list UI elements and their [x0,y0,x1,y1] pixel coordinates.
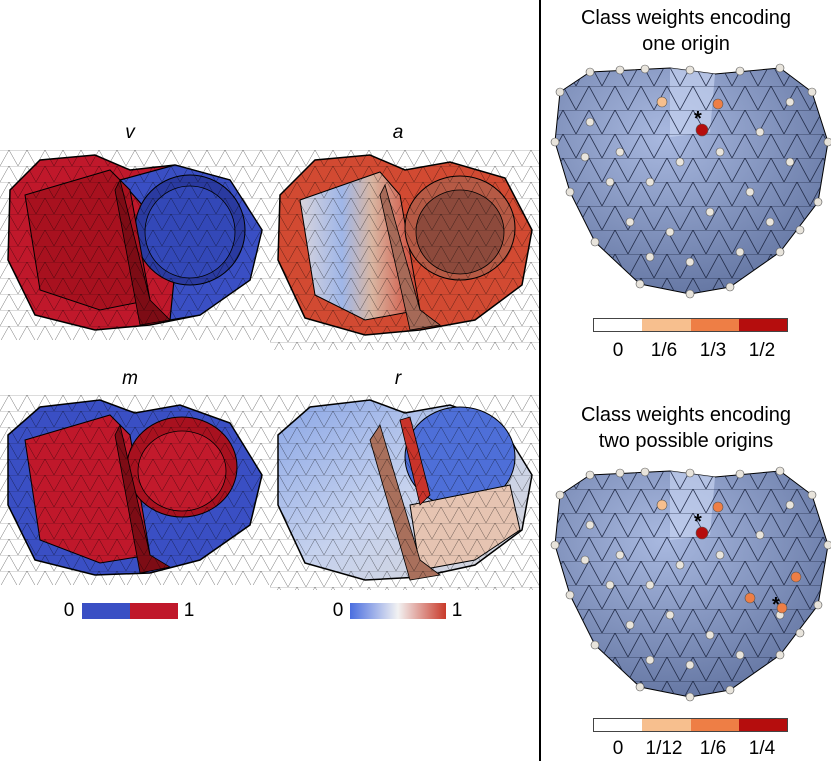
diverging-colorbar [350,603,446,619]
top-title-line1: Class weights encoding [580,7,792,29]
bottom-colorbar-tick-3: 1/4 [748,738,776,759]
binary-colorbar-min-label: 0 [63,600,75,621]
diverging-colorbar-min-label: 0 [332,600,344,621]
bottom-colorbar-tick-2: 1/6 [699,738,727,759]
top-title-line2: one origin [642,33,730,55]
bottom-title-line2: two possible origins [598,430,774,452]
bottom-colorbar-tick-0: 0 [612,738,624,759]
bottom-colorbar-segment-0 [594,719,643,731]
top-colorbar-segment-2 [690,319,739,331]
top-colorbar-tick-3: 1/2 [748,340,776,361]
top-colorbar-tick-0: 0 [612,340,624,361]
heart-mesh-m [0,395,270,585]
bottom-colorbar [593,718,788,732]
bottom-colorbar-segment-3 [738,719,787,731]
top-colorbar [593,318,788,332]
panel-label-r: r [394,368,402,389]
bottom-colorbar-tick-1: 1/12 [645,738,683,759]
diverging-colorbar-max-label: 1 [451,600,463,621]
bottom-colorbar-segment-2 [690,719,739,731]
binary-colorbar [82,603,178,619]
top-colorbar-segment-0 [594,319,643,331]
top-colorbar-segment-3 [738,319,787,331]
bottom-origin-marker-2: * [772,594,780,616]
bottom-title-line1: Class weights encoding [580,404,792,426]
binary-colorbar-max-label: 1 [183,600,195,621]
binary-colorbar-low-segment [82,603,130,619]
heart-mesh-a [270,150,540,350]
heart-mesh-v [0,150,270,340]
heart-surface-bottom [550,466,831,702]
top-colorbar-segment-1 [642,319,691,331]
bottom-colorbar-segment-1 [642,719,691,731]
panel-label-a: a [392,122,404,143]
top-colorbar-tick-2: 1/3 [699,340,727,361]
heart-mesh-r [270,395,540,590]
heart-surface-top [550,63,831,299]
top-origin-marker: * [694,108,702,130]
panel-label-m: m [122,368,138,389]
top-colorbar-tick-1: 1/6 [650,340,678,361]
bottom-origin-marker-1: * [694,511,702,533]
binary-colorbar-high-segment [130,603,178,619]
panel-divider [539,0,541,761]
panel-label-v: v [125,122,135,143]
